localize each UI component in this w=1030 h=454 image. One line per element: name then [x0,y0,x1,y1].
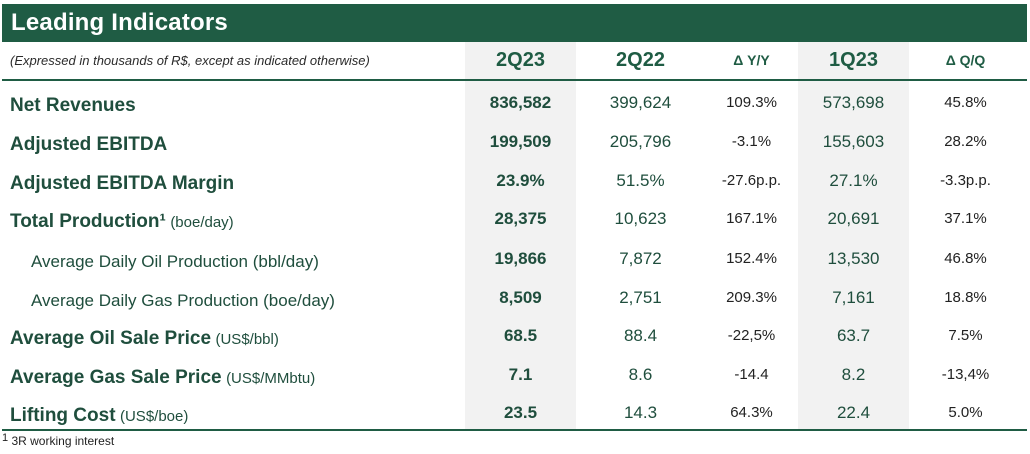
table-row: Adjusted EBITDA Margin 23.9% 51.5% -27.6p.p… [0,164,1030,203]
row-label: Net Revenues [10,86,136,125]
cell-1q23: 22.4 [836,403,871,422]
cell-2q22: 8.6 [628,365,653,384]
cell-2q23: 836,582 [489,93,552,112]
row-label-text: Average Gas Sale Price [10,367,222,388]
cell-delta-qq: 5.0% [948,404,983,421]
row-label: Total Production¹ (boe/day) [10,202,234,241]
cell-2q23: 68.5 [503,326,538,345]
row-label-text: Adjusted EBITDA [10,134,168,155]
column-header-delta-qq: Δ Q/Q [945,52,986,68]
table-row: Average Gas Sale Price (US$/MMbtu) 7.1 8.6… [0,358,1030,397]
row-label: Adjusted EBITDA [10,125,167,164]
table-row: Net Revenues 836,582 399,624 109.3% 573,698 4… [0,86,1030,125]
row-label-text: Lifting Cost [10,405,116,426]
cell-2q23: 19,866 [494,249,547,268]
cell-1q23: 155,603 [822,132,885,151]
cell-delta-yy: -14.4 [734,366,769,383]
column-header-2q22: 2Q22 [616,49,665,71]
cell-1q23: 7,161 [832,288,875,307]
cell-delta-yy: 64.3% [730,404,773,421]
cell-delta-qq: -13,4% [941,366,990,383]
row-label: Adjusted EBITDA Margin [10,164,234,203]
row-label: Lifting Cost (US$/boe) [10,396,188,435]
cell-1q23: 63.7 [836,326,871,345]
row-unit: (US$/bbl) [215,331,279,348]
table-title: Leading Indicators [11,9,228,36]
header-row: (Expressed in thousands of R$, except as… [2,42,1027,79]
row-label-text: Net Revenues [10,95,136,116]
table-bottom-divider [2,429,1027,431]
row-unit: (US$/MMbtu) [226,370,316,387]
cell-2q23: 23.9% [496,171,545,190]
column-header-2q23: 2Q23 [496,49,545,71]
row-label-text: Average Daily Oil Production (bbl/day) [31,252,319,271]
table-row: Total Production¹ (boe/day) 28,375 10,623 1… [0,202,1030,241]
row-label: Average Gas Sale Price (US$/MMbtu) [10,358,315,397]
row-label-text: Total Production¹ [10,211,166,232]
cell-2q22: 7,872 [619,249,662,268]
table-row: Average Oil Sale Price (US$/bbl) 68.5 88.4… [0,319,1030,358]
units-note: (Expressed in thousands of R$, except as… [10,53,370,68]
cell-2q23: 8,509 [499,288,542,307]
column-header-delta-yy: Δ Y/Y [733,52,770,68]
header-divider [2,79,1027,81]
cell-2q23: 199,509 [489,132,552,151]
row-unit: (boe/day) [170,214,234,231]
row-label-text: Average Oil Sale Price [10,328,212,349]
cell-2q22: 88.4 [623,326,658,345]
cell-2q22: 399,624 [609,93,672,112]
cell-2q22: 51.5% [616,171,665,190]
row-label: Average Daily Gas Production (boe/day) [31,281,335,320]
cell-delta-yy: 109.3% [726,94,777,111]
title-bar: Leading Indicators [2,4,1027,42]
cell-2q23: 7.1 [508,365,533,384]
cell-delta-yy: -22,5% [727,327,776,344]
row-label-text: Average Daily Gas Production (boe/day) [31,291,335,310]
shade-1q23-column [798,42,909,429]
cell-delta-qq: 46.8% [944,250,987,267]
cell-2q23: 28,375 [494,209,547,228]
table-row: Average Daily Gas Production (boe/day) 8,… [0,281,1030,320]
cell-delta-qq: 45.8% [944,94,987,111]
cell-1q23: 13,530 [827,249,880,268]
row-label: Average Daily Oil Production (bbl/day) [31,242,319,281]
column-header-1q23: 1Q23 [829,49,878,71]
cell-1q23: 27.1% [829,171,878,190]
cell-1q23: 8.2 [841,365,866,384]
footnote: 1 3R working interest [2,432,115,448]
cell-1q23: 20,691 [827,209,880,228]
cell-delta-qq: -3.3p.p. [940,172,991,189]
footnote-marker: 1 [2,432,9,444]
cell-delta-yy: -27.6p.p. [721,172,782,189]
table-row: Adjusted EBITDA 199,509 205,796 -3.1% 155,60… [0,125,1030,164]
cell-delta-yy: -3.1% [731,133,772,150]
row-label-text: Adjusted EBITDA Margin [10,173,235,194]
cell-delta-qq: 37.1% [944,210,987,227]
cell-2q22: 10,623 [614,209,667,228]
cell-2q22: 205,796 [609,132,672,151]
cell-delta-yy: 152.4% [726,250,777,267]
cell-delta-qq: 7.5% [948,327,983,344]
table-row: Lifting Cost (US$/boe) 23.5 14.3 64.3% 22.4 5… [0,396,1030,435]
cell-delta-qq: 28.2% [944,133,987,150]
cell-2q23: 23.5 [503,403,538,422]
cell-delta-yy: 209.3% [726,289,777,306]
cell-delta-qq: 18.8% [944,289,987,306]
cell-delta-yy: 167.1% [726,210,777,227]
cell-2q22: 14.3 [623,403,658,422]
footnote-text: 3R working interest [11,434,115,448]
cell-2q22: 2,751 [619,288,662,307]
row-unit: (US$/boe) [119,408,189,425]
cell-1q23: 573,698 [822,93,885,112]
row-label: Average Oil Sale Price (US$/bbl) [10,319,279,358]
table-row: Average Daily Oil Production (bbl/day) 19… [0,242,1030,281]
shade-2q23-column [465,42,576,429]
